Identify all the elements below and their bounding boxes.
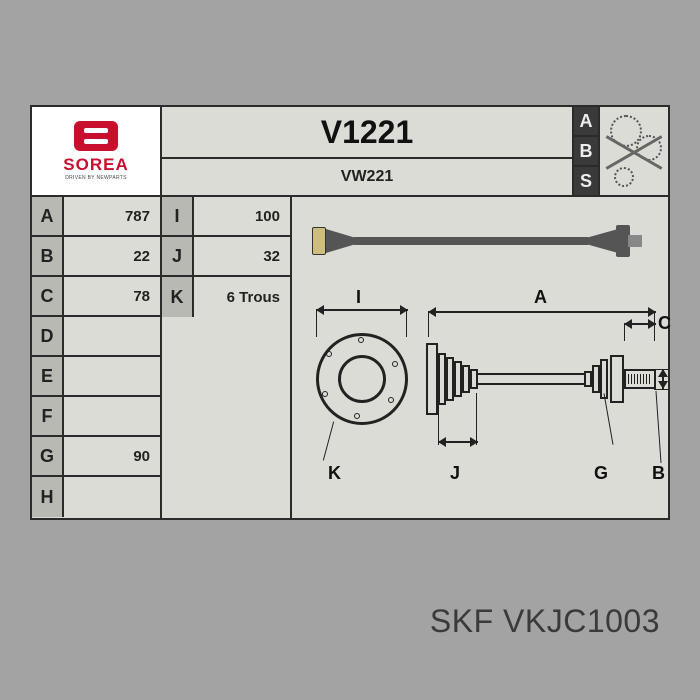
part-code-sub: VW221 xyxy=(162,159,572,195)
spec-value: 32 xyxy=(194,237,290,275)
dim-label-b: B xyxy=(652,463,665,484)
spec-label: H xyxy=(32,477,64,517)
spec-row: E xyxy=(32,357,160,397)
spec-value xyxy=(64,477,160,517)
dim-line-j xyxy=(438,441,478,443)
spec-value: 22 xyxy=(64,237,160,275)
brand-tagline: DRIVEN BY NEWPARTS xyxy=(65,175,127,181)
caption-part: VKJC1003 xyxy=(503,603,660,639)
dimension-diagram: I K A xyxy=(298,303,662,513)
spec-label: E xyxy=(32,357,64,395)
spec-row: G90 xyxy=(32,437,160,477)
spec-row: A787 xyxy=(32,197,160,237)
body-row: A787 B22 C78 D E F G90 H I100 J32 K6 Tro… xyxy=(32,197,668,518)
spec-row: I100 xyxy=(162,197,290,237)
dim-line-c xyxy=(624,323,656,325)
specs-table-left: A787 B22 C78 D E F G90 H xyxy=(32,197,162,518)
spec-row: J32 xyxy=(162,237,290,277)
abs-letters: A B S xyxy=(574,107,600,195)
diagram-area: I K A xyxy=(292,197,668,518)
caption: SKF VKJC1003 xyxy=(430,603,660,640)
brand-logo-icon xyxy=(74,121,118,151)
brand-logo-cell: SOREA DRIVEN BY NEWPARTS xyxy=(32,107,162,195)
dim-label-c: C xyxy=(658,313,671,334)
caption-brand: SKF xyxy=(430,603,494,639)
dim-line-a xyxy=(428,311,656,313)
spec-value xyxy=(64,317,160,355)
dim-line-b xyxy=(662,369,664,389)
driveshaft-side-view xyxy=(426,333,658,425)
spec-row: F xyxy=(32,397,160,437)
dim-label-a: A xyxy=(534,287,547,308)
spec-row: B22 xyxy=(32,237,160,277)
abs-cell: A B S xyxy=(574,107,668,195)
dim-label-j: J xyxy=(450,463,460,484)
spec-label: K xyxy=(162,277,194,317)
abs-letter-b: B xyxy=(574,137,598,167)
spec-value: 787 xyxy=(64,197,160,235)
abs-letter-a: A xyxy=(574,107,598,137)
spec-label: B xyxy=(32,237,64,275)
spec-row: C78 xyxy=(32,277,160,317)
abs-crossed-icon xyxy=(600,107,668,195)
spec-value: 90 xyxy=(64,437,160,475)
spec-value: 100 xyxy=(194,197,290,235)
spec-value: 78 xyxy=(64,277,160,315)
spec-row: H xyxy=(32,477,160,517)
title-cell: V1221 VW221 xyxy=(162,107,574,195)
spec-row: K6 Trous xyxy=(162,277,290,317)
spec-value: 6 Trous xyxy=(194,277,290,317)
header-row: SOREA DRIVEN BY NEWPARTS V1221 VW221 A B… xyxy=(32,107,668,197)
flange-front-view xyxy=(316,333,408,425)
spec-label: J xyxy=(162,237,194,275)
part-code-main: V1221 xyxy=(162,107,572,159)
spec-label: C xyxy=(32,277,64,315)
dim-label-k: K xyxy=(328,463,341,484)
spec-label: F xyxy=(32,397,64,435)
driveshaft-illustration xyxy=(312,221,642,261)
spec-value xyxy=(64,357,160,395)
specs-table-right: I100 J32 K6 Trous xyxy=(162,197,292,518)
spec-label: G xyxy=(32,437,64,475)
abs-letter-s: S xyxy=(574,167,598,195)
spec-label: I xyxy=(162,197,194,235)
spec-value xyxy=(64,397,160,435)
spec-label: D xyxy=(32,317,64,355)
specification-card: SOREA DRIVEN BY NEWPARTS V1221 VW221 A B… xyxy=(30,105,670,520)
brand-name: SOREA xyxy=(63,155,128,175)
spec-row: D xyxy=(32,317,160,357)
dim-label-i: I xyxy=(356,287,361,308)
spec-label: A xyxy=(32,197,64,235)
dim-label-g: G xyxy=(594,463,608,484)
dim-line-i xyxy=(316,309,408,311)
